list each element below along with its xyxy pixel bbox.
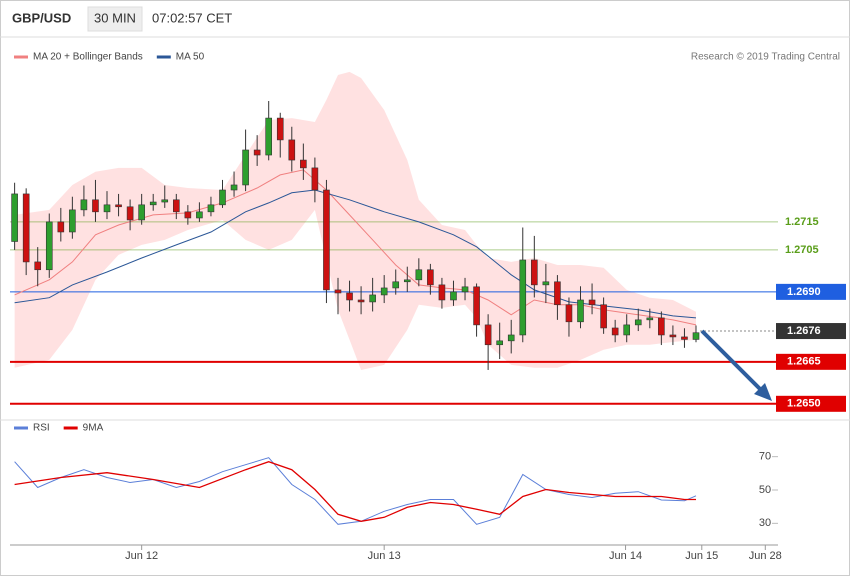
level-label-box <box>776 283 846 300</box>
candle-body <box>196 211 203 219</box>
candle-body <box>427 269 434 286</box>
candle-body <box>253 149 261 156</box>
candle-body <box>80 199 88 211</box>
interval-box <box>87 6 143 32</box>
candle-body <box>507 334 515 342</box>
candle-body <box>588 299 596 306</box>
candle-body <box>554 281 561 306</box>
copyright: Research © 2019 Trading Central <box>691 52 840 63</box>
level-label: 1.2690 <box>787 286 821 298</box>
candle-body <box>334 289 342 294</box>
candle-body <box>646 317 654 321</box>
legend-label: MA 50 <box>176 52 205 63</box>
candle-body <box>288 139 296 161</box>
candle-body <box>438 284 446 301</box>
candle-body <box>115 204 122 208</box>
candle-body <box>380 287 388 296</box>
candle-body <box>634 319 642 326</box>
candle-body <box>669 334 677 338</box>
candle-body <box>600 304 607 329</box>
time: 07:02:57 CET <box>152 10 232 25</box>
forecast-arrow <box>700 329 764 393</box>
candle-body <box>565 304 573 323</box>
candle-body <box>57 221 65 233</box>
candle-body <box>34 261 42 271</box>
candle-body <box>173 199 180 213</box>
x-tick-label: Jun 28 <box>749 550 782 562</box>
level-label: 1.2705 <box>785 244 819 256</box>
y-tick-label: 30 <box>759 517 771 529</box>
candle-body <box>415 269 423 281</box>
candle-body <box>484 324 492 346</box>
candle-body <box>496 340 503 346</box>
candle-body <box>531 259 538 286</box>
candle-body <box>450 291 457 301</box>
candle-body <box>149 201 157 206</box>
level-label-box <box>776 353 846 370</box>
y-tick-label: 70 <box>759 451 771 463</box>
interval: 30 MIN <box>94 10 136 25</box>
candle-body <box>346 292 353 301</box>
candle-body <box>577 299 584 323</box>
candle-body <box>265 117 272 156</box>
candle-body <box>461 286 469 293</box>
level-label-box <box>776 323 846 340</box>
candle-body <box>519 259 527 336</box>
candle-body <box>92 199 99 213</box>
candle-body <box>300 159 307 169</box>
y-tick-label: 50 <box>759 484 771 496</box>
candle-body <box>207 204 215 213</box>
candle-body <box>392 281 400 289</box>
x-tick-label: Jun 12 <box>125 550 158 562</box>
level-label-box <box>776 395 846 412</box>
candle-body <box>323 189 330 291</box>
candle-body <box>357 299 365 303</box>
candle-body <box>542 281 550 286</box>
candle-body <box>369 294 376 303</box>
candle-body <box>138 204 145 221</box>
candle-body <box>242 149 249 186</box>
candle-body <box>126 206 134 221</box>
candle-body <box>11 193 18 242</box>
candle-body <box>658 317 665 336</box>
candle-body <box>184 211 192 219</box>
candle-body <box>403 279 411 283</box>
x-tick-label: Jun 15 <box>685 550 718 562</box>
rsi-line <box>14 461 696 522</box>
level-label: 1.2715 <box>785 216 819 228</box>
candle-body <box>230 184 238 191</box>
candle-body <box>623 324 631 336</box>
candle-body <box>103 204 111 213</box>
candle-body <box>69 209 76 233</box>
symbol: GBP/USD <box>12 10 71 25</box>
candle-body <box>611 327 619 336</box>
candle-body <box>161 199 169 203</box>
legend-label: RSI <box>33 423 50 434</box>
candle-body <box>22 193 30 263</box>
level-label: 1.2676 <box>787 325 821 337</box>
candle-body <box>681 336 688 340</box>
candle-body <box>473 286 480 326</box>
candle-body <box>219 189 226 206</box>
x-tick-label: Jun 14 <box>609 550 642 562</box>
forecast-arrowhead <box>754 383 772 401</box>
candle-body <box>311 167 319 191</box>
x-tick-label: Jun 13 <box>368 550 401 562</box>
level-label: 1.2665 <box>787 356 821 368</box>
level-label: 1.2650 <box>787 398 821 410</box>
candle-body <box>45 221 53 271</box>
legend-label: MA 20 + Bollinger Bands <box>33 52 143 63</box>
candle-body <box>276 117 284 141</box>
candle-body <box>692 332 700 340</box>
legend-label: 9MA <box>83 423 104 434</box>
